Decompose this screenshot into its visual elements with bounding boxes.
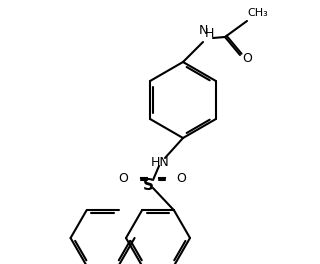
Text: H: H bbox=[205, 27, 214, 40]
Text: HN: HN bbox=[151, 155, 170, 168]
Text: O: O bbox=[176, 172, 186, 186]
Text: O: O bbox=[118, 172, 128, 186]
Text: S: S bbox=[142, 177, 154, 192]
Text: O: O bbox=[242, 51, 252, 64]
Text: N: N bbox=[199, 24, 208, 37]
Text: CH₃: CH₃ bbox=[247, 8, 268, 18]
